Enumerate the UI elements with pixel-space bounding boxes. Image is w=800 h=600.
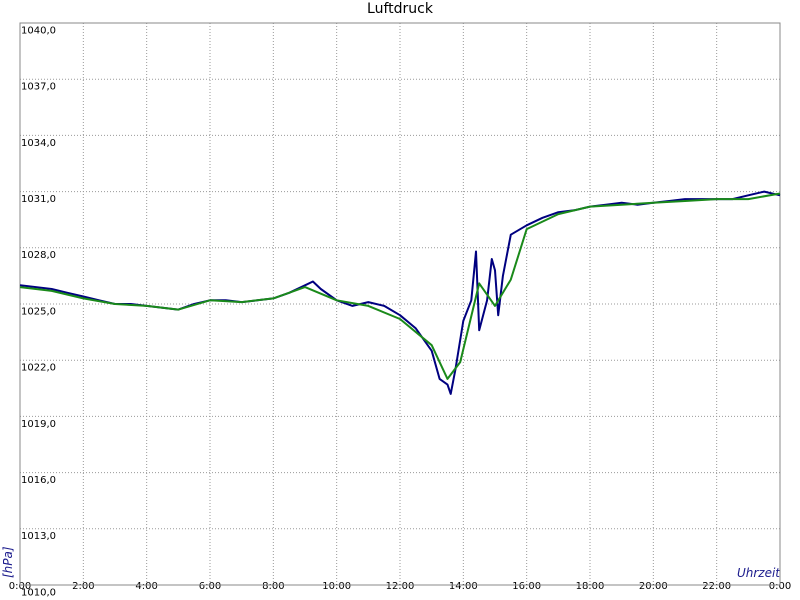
- y-tick-label: 1016,0: [21, 475, 56, 486]
- x-tick-label: 10:00: [322, 581, 351, 592]
- y-tick-label: 1010,0: [21, 587, 56, 598]
- x-tick-label: 20:00: [639, 581, 668, 592]
- y-tick-label: 1031,0: [21, 194, 56, 205]
- y-tick-label: 1025,0: [21, 306, 56, 317]
- x-tick-label: 8:00: [262, 581, 284, 592]
- y-tick-label: 1028,0: [21, 250, 56, 261]
- x-tick-label: 16:00: [512, 581, 541, 592]
- x-axis-label: Uhrzeit: [737, 566, 781, 580]
- y-tick-label: 1019,0: [21, 419, 56, 430]
- series-line: [19, 192, 781, 380]
- x-tick-label: 22:00: [702, 581, 731, 592]
- x-tick-label: 14:00: [449, 581, 478, 592]
- x-tick-label: 0:00: [769, 581, 791, 592]
- x-tick-label: 2:00: [72, 581, 94, 592]
- y-axis-label: [hPa]: [1, 546, 15, 578]
- chart-title: Luftdruck: [367, 1, 434, 17]
- y-tick-label: 1040,0: [21, 25, 56, 36]
- y-tick-label: 1037,0: [21, 82, 56, 93]
- y-tick-label: 1013,0: [21, 531, 56, 542]
- x-tick-label: 0:00: [9, 581, 31, 592]
- x-tick-label: 12:00: [386, 581, 415, 592]
- plot-frame: [19, 22, 781, 586]
- y-tick-label: 1034,0: [21, 138, 56, 149]
- x-tick-label: 4:00: [135, 581, 157, 592]
- x-tick-label: 6:00: [199, 581, 221, 592]
- y-tick-label: 1022,0: [21, 363, 56, 374]
- x-tick-label: 18:00: [576, 581, 605, 592]
